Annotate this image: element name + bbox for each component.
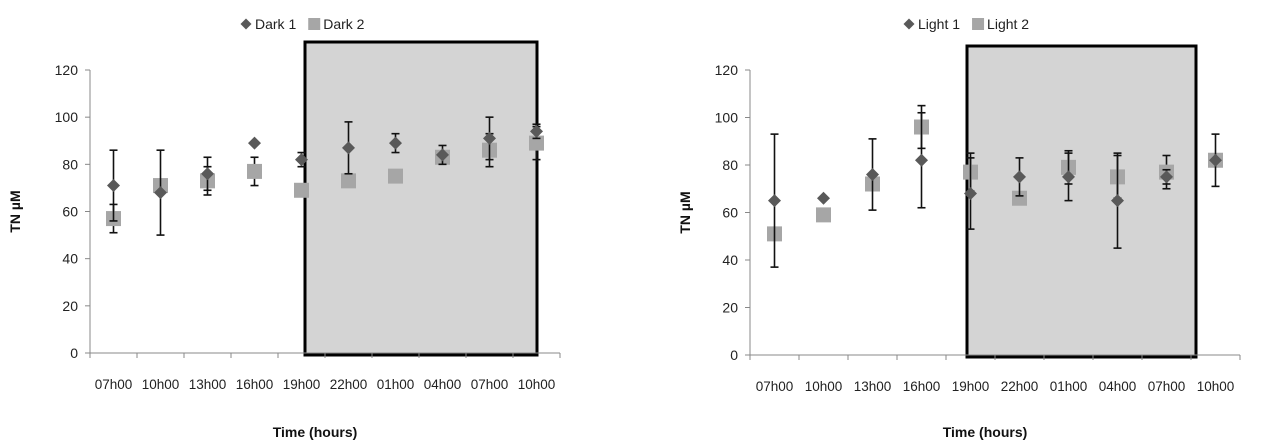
data-point-diamond: [1062, 170, 1075, 184]
legend-item: Light 2: [972, 16, 1029, 32]
y-tick-label: 60: [722, 205, 738, 221]
y-tick-label: 20: [722, 300, 738, 316]
data-point-diamond: [342, 141, 355, 155]
data-point-diamond: [817, 191, 830, 205]
x-tick-label: 04h00: [424, 377, 462, 392]
data-point-diamond: [866, 168, 879, 181]
x-tick-label: 04h00: [1099, 379, 1137, 394]
data-point-diamond: [1013, 170, 1026, 184]
data-point-diamond: [964, 187, 977, 200]
legend-label: Light 2: [987, 16, 1029, 32]
data-point-diamond: [483, 131, 496, 145]
x-tick-label: 07h00: [471, 377, 509, 392]
data-point-diamond: [389, 136, 402, 150]
series-light-1: [768, 111, 1222, 268]
legend-diamond-marker: [903, 18, 915, 30]
x-tick-label: 13h00: [189, 377, 227, 392]
x-tick-label: 10h00: [805, 379, 843, 394]
legend-label: Dark 1: [255, 16, 296, 32]
data-point-square: [529, 135, 544, 151]
x-tick-label: 22h00: [330, 377, 368, 392]
legend-square-marker: [972, 18, 985, 30]
data-point-diamond: [436, 148, 449, 162]
legend: Light 1 Light 2: [903, 16, 1029, 32]
y-tick-label: 100: [55, 109, 79, 125]
x-tick-label: 01h00: [1050, 379, 1088, 394]
data-point-diamond: [768, 194, 781, 208]
y-tick-label: 80: [62, 156, 78, 172]
shaded-region: [965, 44, 1198, 359]
data-point-diamond: [915, 153, 928, 167]
legend-label: Dark 2: [323, 16, 364, 32]
y-tick-label: 0: [730, 347, 738, 363]
y-tick-label: 40: [722, 252, 738, 268]
x-tick-label: 01h00: [377, 377, 415, 392]
chart-panel-2: 0 20 40 60 80 100 120 07h00 10h00 13h00 16h00 19h00…: [677, 16, 1241, 440]
data-point-diamond: [201, 167, 214, 181]
data-point-square: [247, 163, 262, 179]
legend: Dark 1 Dark 2: [240, 16, 365, 32]
y-tick-label: 100: [715, 110, 739, 126]
data-point-diamond: [530, 124, 543, 138]
data-point-diamond: [1209, 153, 1222, 167]
data-point-square: [294, 182, 309, 198]
legend-label: Light 1: [918, 16, 960, 32]
x-axis-label: Time (hours): [273, 424, 358, 440]
chart-panel-1: 0 20 40 60 80 100 120 07h00 10h00 13h00 16h00 19h00…: [7, 16, 561, 440]
x-tick-label: 10h00: [1197, 379, 1235, 394]
x-tick-label: 16h00: [236, 377, 274, 392]
x-tick-label: 19h00: [283, 377, 321, 392]
legend-diamond-marker: [240, 18, 252, 30]
y-tick-label: 120: [715, 62, 739, 78]
legend-square-marker: [308, 18, 321, 30]
y-tick-label: 20: [62, 298, 78, 314]
x-tick-label: 07h00: [1148, 379, 1186, 394]
x-tick-label: 16h00: [903, 379, 941, 394]
x-tick-label: 10h00: [142, 377, 180, 392]
x-axis-label: Time (hours): [943, 424, 1028, 440]
data-point-square: [816, 207, 831, 223]
data-point-diamond: [248, 136, 261, 150]
data-point-diamond: [295, 153, 308, 167]
legend-item: Dark 2: [308, 16, 365, 32]
shaded-region: [303, 40, 539, 357]
data-point-square: [388, 168, 403, 184]
data-point-diamond: [1160, 170, 1173, 184]
legend-item: Light 1: [903, 16, 960, 32]
y-axis-label: TN µM: [7, 190, 23, 232]
legend-item: Dark 1: [240, 16, 296, 32]
data-point-diamond: [107, 179, 120, 193]
y-axis-label: TN µM: [677, 191, 693, 233]
data-point-square: [1012, 190, 1027, 206]
x-tick-label: 19h00: [952, 379, 990, 394]
data-point-square: [341, 173, 356, 189]
y-tick-label: 40: [62, 251, 78, 267]
x-tick-label: 07h00: [95, 377, 133, 392]
data-point-diamond: [1111, 194, 1124, 208]
y-tick-label: 120: [55, 62, 79, 78]
x-tick-label: 22h00: [1001, 379, 1039, 394]
x-tick-label: 10h00: [518, 377, 556, 392]
series-dark-1: [107, 116, 543, 236]
y-tick-label: 60: [62, 204, 78, 220]
y-tick-label: 80: [722, 157, 738, 173]
x-tick-label: 13h00: [854, 379, 892, 394]
data-point-diamond: [154, 186, 167, 200]
y-tick-label: 0: [70, 345, 78, 361]
x-tick-label: 07h00: [756, 379, 794, 394]
